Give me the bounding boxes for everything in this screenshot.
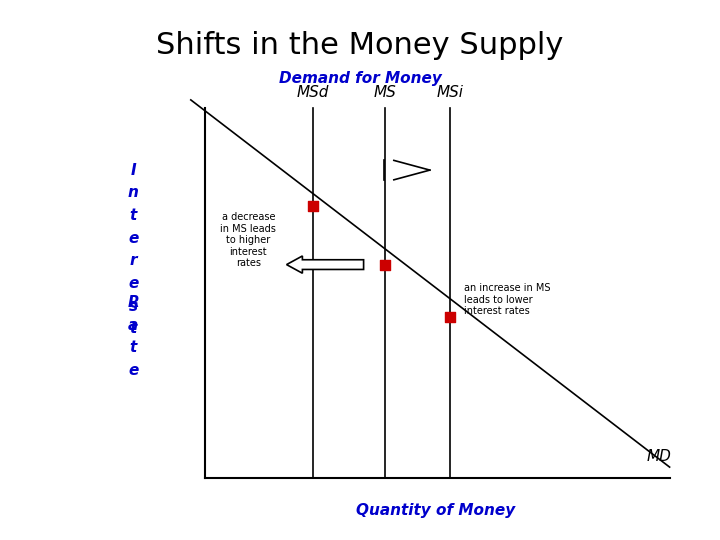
- Text: r: r: [130, 253, 137, 268]
- Text: t: t: [130, 340, 137, 355]
- Text: t: t: [130, 208, 137, 223]
- Text: t: t: [130, 321, 137, 336]
- Point: [307, 202, 319, 211]
- Point: [444, 313, 456, 321]
- Text: an increase in MS
leads to lower
interest rates: an increase in MS leads to lower interes…: [464, 283, 551, 316]
- Text: s: s: [129, 299, 138, 314]
- Text: a: a: [128, 318, 138, 333]
- Text: MD: MD: [647, 449, 671, 464]
- Text: R: R: [127, 295, 139, 310]
- Point: [379, 260, 391, 269]
- Text: Demand for Money: Demand for Money: [279, 71, 441, 86]
- Text: MS: MS: [374, 85, 397, 100]
- Text: Quantity of Money: Quantity of Money: [356, 503, 516, 518]
- Text: Shifts in the Money Supply: Shifts in the Money Supply: [156, 31, 564, 60]
- Text: e: e: [128, 276, 138, 291]
- Text: I: I: [130, 163, 136, 178]
- Text: e: e: [128, 231, 138, 246]
- Text: e: e: [128, 363, 138, 378]
- Text: n: n: [127, 185, 139, 200]
- Text: a decrease
in MS leads
to higher
interest
rates: a decrease in MS leads to higher interes…: [220, 212, 276, 268]
- Text: MSd: MSd: [297, 85, 329, 100]
- Text: MSi: MSi: [436, 85, 464, 100]
- FancyArrow shape: [287, 256, 364, 273]
